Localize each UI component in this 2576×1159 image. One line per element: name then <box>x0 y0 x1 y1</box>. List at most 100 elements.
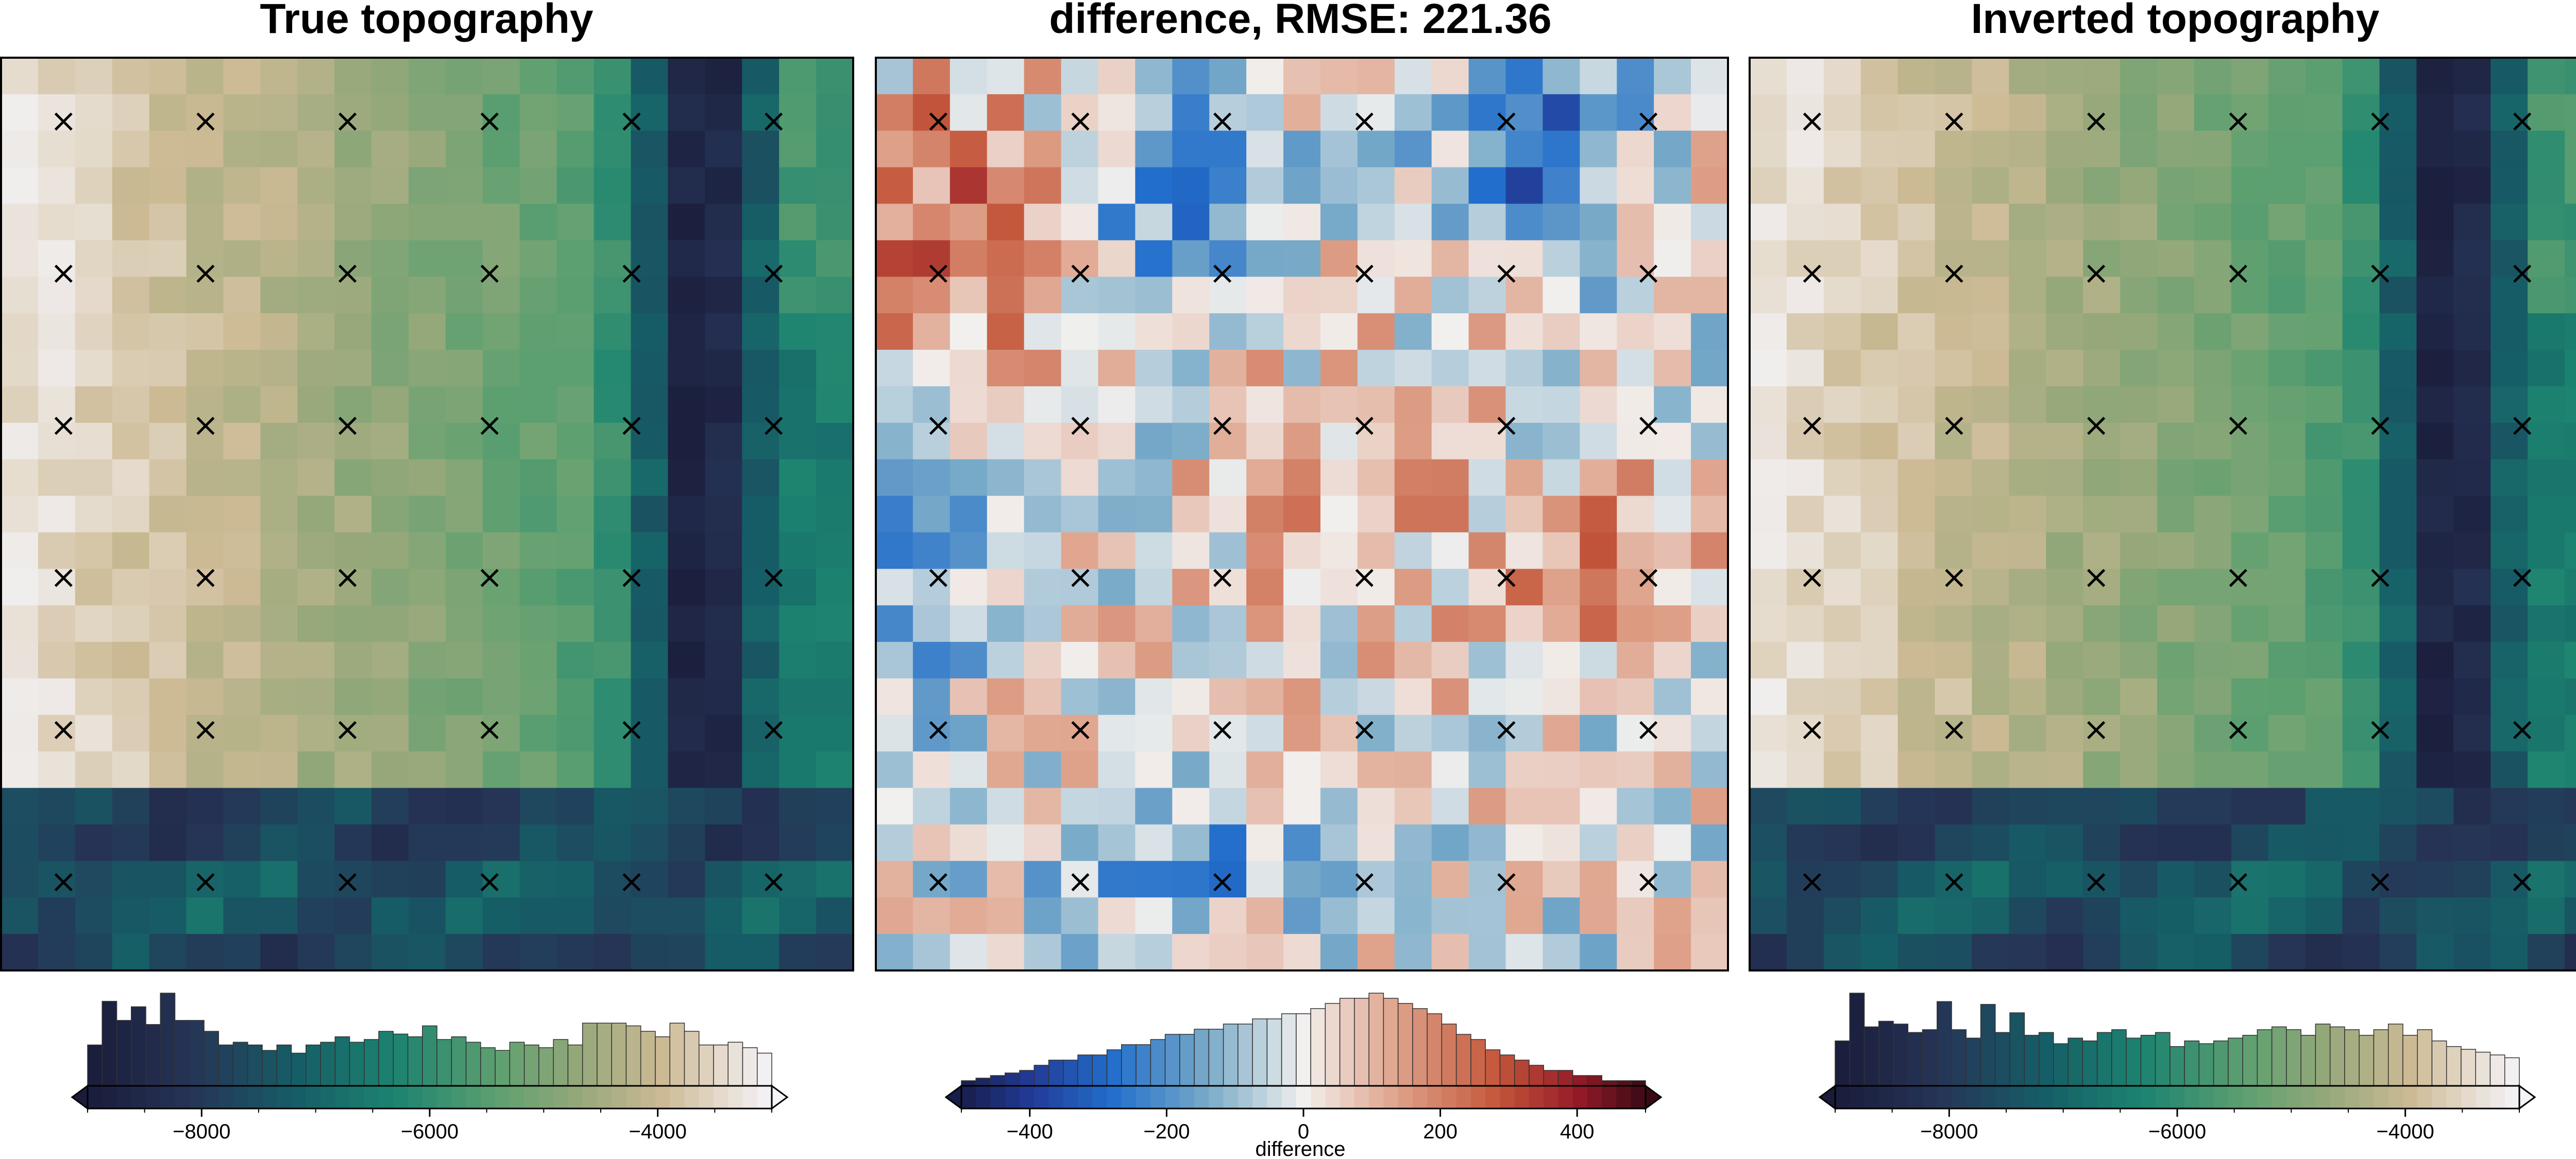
heatmap-cell <box>482 167 520 204</box>
colorbar-segment <box>291 1086 307 1109</box>
heatmap-cell <box>2490 751 2528 789</box>
heatmap-cell <box>2305 386 2343 423</box>
observation-marker <box>929 417 947 435</box>
heatmap-cell <box>112 459 150 497</box>
heatmap-cell <box>2416 861 2454 898</box>
heatmap-cell <box>1394 240 1432 278</box>
observation-marker <box>1071 873 1090 892</box>
heatmap-cell <box>1543 58 1581 95</box>
heatmap-cell <box>223 386 261 423</box>
heatmap-cell <box>334 167 372 204</box>
observation-marker <box>1213 569 1232 587</box>
heatmap-cell <box>1283 58 1321 95</box>
heatmap-cell <box>631 678 669 715</box>
heatmap-cell <box>75 130 113 168</box>
heatmap-cell <box>38 313 76 350</box>
heatmap-cell <box>556 788 595 825</box>
observation-marker <box>622 569 641 587</box>
heatmap-cell <box>2268 350 2306 387</box>
heatmap-cell <box>1 496 39 533</box>
colorbar-segment <box>1514 1086 1530 1109</box>
heatmap-grid <box>1750 58 2576 971</box>
heatmap-cell <box>260 569 298 606</box>
heatmap-cell <box>2120 313 2158 350</box>
heatmap-cell <box>445 167 483 204</box>
heatmap-cell <box>482 605 520 642</box>
heatmap-cell <box>1897 58 1936 95</box>
observation-marker <box>929 873 947 892</box>
colorbar-segment <box>1179 1086 1195 1109</box>
heatmap-cell <box>2231 240 2269 278</box>
heatmap-cell <box>519 824 557 862</box>
colorbar-segment <box>626 1086 641 1109</box>
heatmap-cell <box>482 824 520 862</box>
observation-marker <box>929 569 947 587</box>
observation-marker <box>1355 417 1374 435</box>
heatmap-cell <box>2453 58 2492 95</box>
observation-marker <box>622 112 641 131</box>
heatmap-cell <box>1061 642 1099 679</box>
heatmap-cell <box>2009 569 2047 606</box>
heatmap-cell <box>2268 642 2306 679</box>
colorbar-segment <box>2374 1086 2389 1109</box>
heatmap-cell <box>1061 240 1099 278</box>
heatmap-cell <box>1209 861 1247 898</box>
heatmap-cell <box>1357 569 1395 606</box>
heatmap-cell <box>1786 203 1824 241</box>
heatmap-cell <box>1283 897 1321 934</box>
heatmap-cell <box>594 824 632 862</box>
heatmap-cell <box>1135 167 1173 204</box>
heatmap-cell <box>987 569 1025 606</box>
heatmap-cell <box>2416 751 2454 789</box>
heatmap-cell <box>1897 203 1936 241</box>
heatmap-cell <box>1098 277 1136 314</box>
heatmap-cell <box>1617 203 1654 241</box>
colorbar-segment <box>2476 1086 2491 1109</box>
heatmap-cell <box>2231 605 2269 642</box>
colorbar-segment <box>699 1086 714 1109</box>
heatmap-cell <box>2342 313 2380 350</box>
heatmap-cell <box>482 861 520 898</box>
observation-marker <box>1639 873 1658 892</box>
heatmap-cell <box>186 203 224 241</box>
heatmap-cell <box>297 58 335 95</box>
heatmap-cell <box>260 861 298 898</box>
heatmap-cell <box>1617 861 1654 898</box>
colorbar-segment <box>2111 1086 2127 1109</box>
heatmap-cell <box>2194 58 2232 95</box>
heatmap-cell <box>2342 824 2380 862</box>
heatmap-cell <box>2083 569 2121 606</box>
heatmap-cell <box>1691 642 1728 679</box>
heatmap-cell <box>1617 934 1654 971</box>
heatmap-cell <box>742 422 779 460</box>
histogram-bar <box>2213 1040 2229 1086</box>
heatmap-cell <box>2565 605 2576 642</box>
heatmap-cell <box>297 532 335 570</box>
heatmap-cell <box>742 350 779 387</box>
heatmap-cell <box>987 897 1025 934</box>
histogram-bar <box>742 1047 758 1086</box>
heatmap-cell <box>2231 58 2269 95</box>
colorbar-segment <box>364 1086 379 1109</box>
heatmap-cell <box>2528 642 2565 679</box>
heatmap-cell <box>38 350 76 387</box>
heatmap-cell <box>816 130 854 168</box>
heatmap-cell <box>2379 532 2417 570</box>
colorbar-segment <box>2170 1086 2185 1109</box>
heatmap-cell <box>1935 678 1973 715</box>
colorbar-segment <box>2461 1086 2477 1109</box>
heatmap-cell <box>556 422 595 460</box>
heatmap-cell <box>1505 569 1544 606</box>
heatmap-cell <box>1543 313 1581 350</box>
heatmap-cell <box>371 642 409 679</box>
heatmap-cell <box>1246 861 1284 898</box>
heatmap-cell <box>75 386 113 423</box>
heatmap-cell <box>482 203 520 241</box>
heatmap-cell <box>1786 459 1824 497</box>
colorbar-segment <box>2184 1086 2200 1109</box>
heatmap-cell <box>2268 824 2306 862</box>
heatmap-cell <box>2528 459 2565 497</box>
heatmap-cell <box>2342 496 2380 533</box>
heatmap-cell <box>371 422 409 460</box>
heatmap-cell <box>260 605 298 642</box>
